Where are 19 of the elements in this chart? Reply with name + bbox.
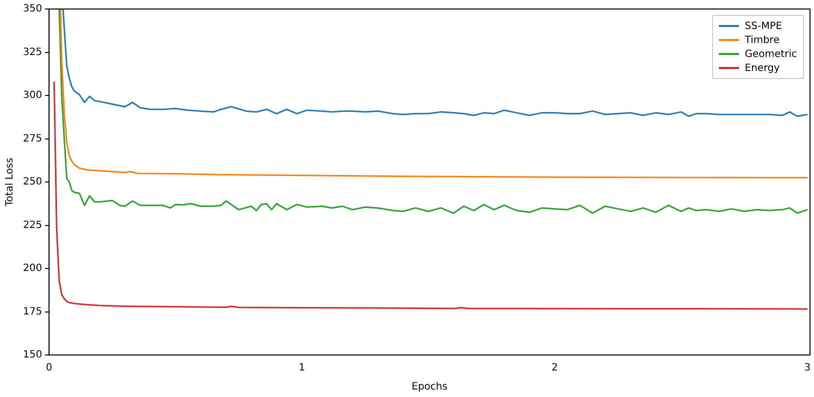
y-tick-label: 325 bbox=[22, 46, 42, 58]
y-tick-label: 150 bbox=[22, 350, 42, 361]
y-tick-label: 225 bbox=[22, 220, 42, 231]
y-tick-label: 300 bbox=[22, 90, 42, 102]
y-tick-label: 350 bbox=[22, 4, 42, 15]
x-tick-label: 0 bbox=[46, 362, 52, 374]
y-tick-label: 275 bbox=[22, 133, 42, 144]
y-axis-title: Total Loss bbox=[4, 158, 16, 208]
y-tick-label: 250 bbox=[22, 176, 42, 188]
legend-label: Energy bbox=[744, 62, 780, 74]
legend-label: Timbre bbox=[744, 34, 780, 46]
y-tick-label: 200 bbox=[22, 263, 42, 274]
x-tick-label: 1 bbox=[298, 362, 306, 374]
x-axis-title: Epochs bbox=[412, 382, 448, 393]
x-tick-label: 2 bbox=[551, 362, 558, 374]
legend-label: Geometric bbox=[744, 48, 797, 60]
legend-label: SS-MPE bbox=[744, 20, 782, 32]
y-tick-label: 175 bbox=[22, 306, 42, 318]
x-tick-label: 3 bbox=[804, 362, 811, 374]
